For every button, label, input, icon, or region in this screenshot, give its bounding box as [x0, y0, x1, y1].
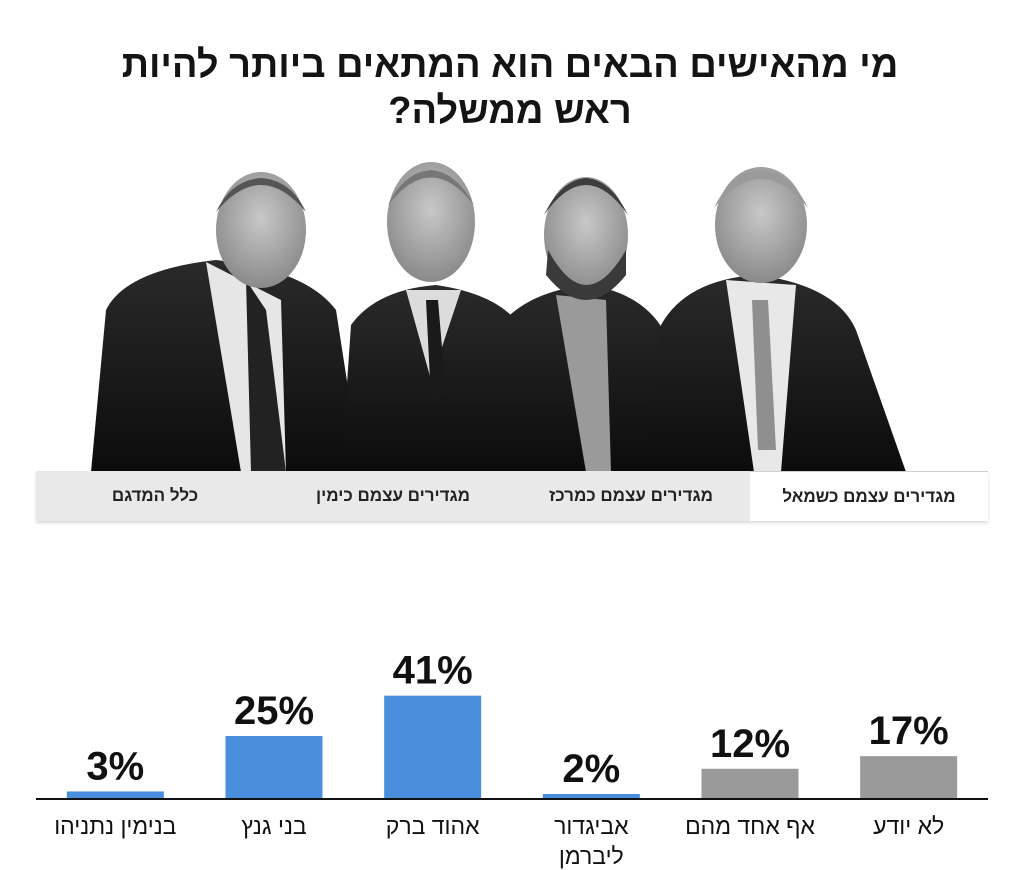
tab-self-defined-right[interactable]: מגדירים עצמם כימין	[315, 486, 471, 505]
data-label-2: 41%	[393, 649, 473, 693]
bar-2	[384, 695, 482, 799]
data-label-4: 12%	[710, 722, 790, 766]
category-label-3-1: ליברמן	[559, 843, 624, 869]
category-label-0: בנימין נתניהו	[54, 813, 176, 839]
tab-whole-sample[interactable]: כלל המדגם	[111, 486, 199, 505]
bar-0	[66, 791, 164, 799]
data-label-3: 2%	[562, 747, 620, 791]
segment-tabs: מגדירים עצמם כשמאל מגדירים עצמם כמרכז מג…	[36, 471, 988, 521]
category-label-1: בני גנץ	[241, 813, 306, 839]
category-label-5: לא יודע	[873, 813, 944, 839]
chart-title-line-1: מי מהאישים הבאים הוא המתאים ביותר להיות	[121, 44, 899, 86]
data-label-5: 17%	[869, 709, 949, 753]
data-label-1: 25%	[234, 689, 314, 733]
bar-3	[542, 793, 640, 799]
bar-chart: 3% בנימין נתניהו 25% בני גנץ 41% אהוד ברק 2% אב…	[36, 649, 988, 869]
tab-self-defined-left[interactable]: מגדירים עצמם כשמאל	[750, 471, 988, 521]
candidates-photo	[91, 162, 906, 472]
tab-self-defined-center[interactable]: מגדירים עצמם כמרכז	[549, 486, 713, 505]
category-label-3-0: אביגדור	[554, 813, 629, 839]
category-label-2: אהוד ברק	[386, 813, 480, 839]
bar-1	[225, 736, 323, 799]
chart-title: מי מהאישים הבאים הוא המתאים ביותר להיות …	[60, 42, 960, 134]
data-label-0: 3%	[86, 744, 144, 788]
bar-4	[701, 768, 799, 799]
bar-5	[860, 756, 958, 799]
chart-title-line-2: ראש ממשלה?	[388, 90, 632, 132]
category-label-4: אף אחד מהם	[685, 813, 815, 839]
